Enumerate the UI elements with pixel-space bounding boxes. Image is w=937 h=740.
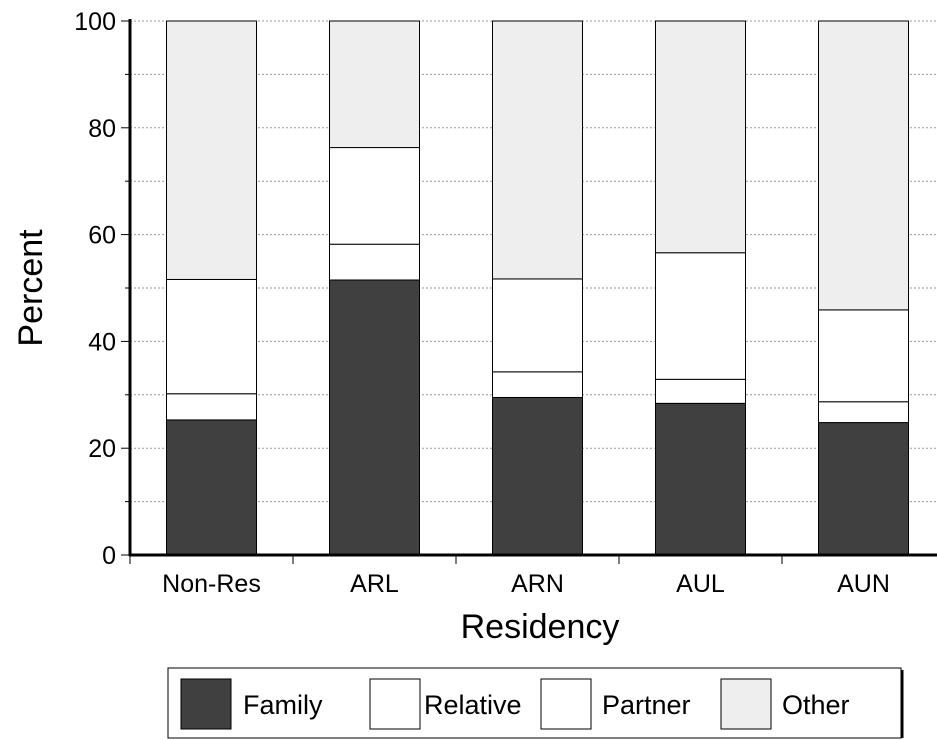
bar-partner-arl [329, 147, 420, 245]
bar-other-arn [492, 20, 583, 280]
bar-family-non-res [166, 419, 257, 556]
bar-relative-arn [492, 371, 583, 398]
bar-relative-aun [818, 401, 909, 424]
bar-relative-aul [655, 378, 746, 404]
bar-partner-arn [492, 278, 583, 373]
y-tick-label-20: 20 [88, 435, 116, 463]
y-tick-labels: 0 20 40 60 80 100 [74, 8, 116, 570]
x-tick-label-arl: ARL [350, 570, 399, 598]
x-tick-label-aul: AUL [676, 570, 725, 598]
x-axis-label: Residency [461, 608, 620, 646]
legend-box [167, 667, 902, 739]
legend-label-partner: Partner [602, 690, 691, 720]
bar-family-arl [329, 279, 420, 556]
bar-partner-aun [818, 309, 909, 403]
legend-label-other: Other [782, 690, 850, 720]
legend-swatch-family [180, 678, 232, 730]
bar-other-aun [818, 20, 909, 311]
legend-swatch-relative [369, 678, 421, 730]
y-tick-label-0: 0 [102, 542, 116, 570]
legend-swatch-other [720, 678, 772, 730]
bar-other-arl [329, 20, 420, 149]
x-tick-label-arn: ARN [511, 570, 564, 598]
bar-other-aul [655, 20, 746, 254]
bar-family-arn [492, 396, 583, 556]
x-tick-labels: Non-Res ARL ARN AUL AUN [162, 570, 890, 598]
bar-family-aun [818, 422, 909, 556]
y-tick-label-100: 100 [74, 8, 116, 36]
bar-other-non-res [166, 20, 257, 280]
legend-label-relative: Relative [424, 690, 522, 720]
legend-swatch-partner [540, 678, 592, 730]
axes [121, 19, 937, 564]
bar-partner-aul [655, 252, 746, 380]
bar-relative-non-res [166, 393, 257, 421]
legend-label-family: Family [243, 690, 323, 720]
y-tick-label-60: 60 [88, 222, 116, 250]
bar-family-aul [655, 402, 746, 556]
bar-relative-arl [329, 243, 420, 281]
y-axis-label: Percent [12, 229, 50, 347]
y-tick-label-80: 80 [88, 115, 116, 143]
legend: Family Relative Partner Other [167, 667, 904, 739]
bars [166, 20, 909, 556]
x-tick-label-aun: AUN [837, 570, 890, 598]
x-tick-label-non-res: Non-Res [162, 570, 261, 598]
y-tick-label-40: 40 [88, 328, 116, 356]
bar-partner-non-res [166, 278, 257, 395]
